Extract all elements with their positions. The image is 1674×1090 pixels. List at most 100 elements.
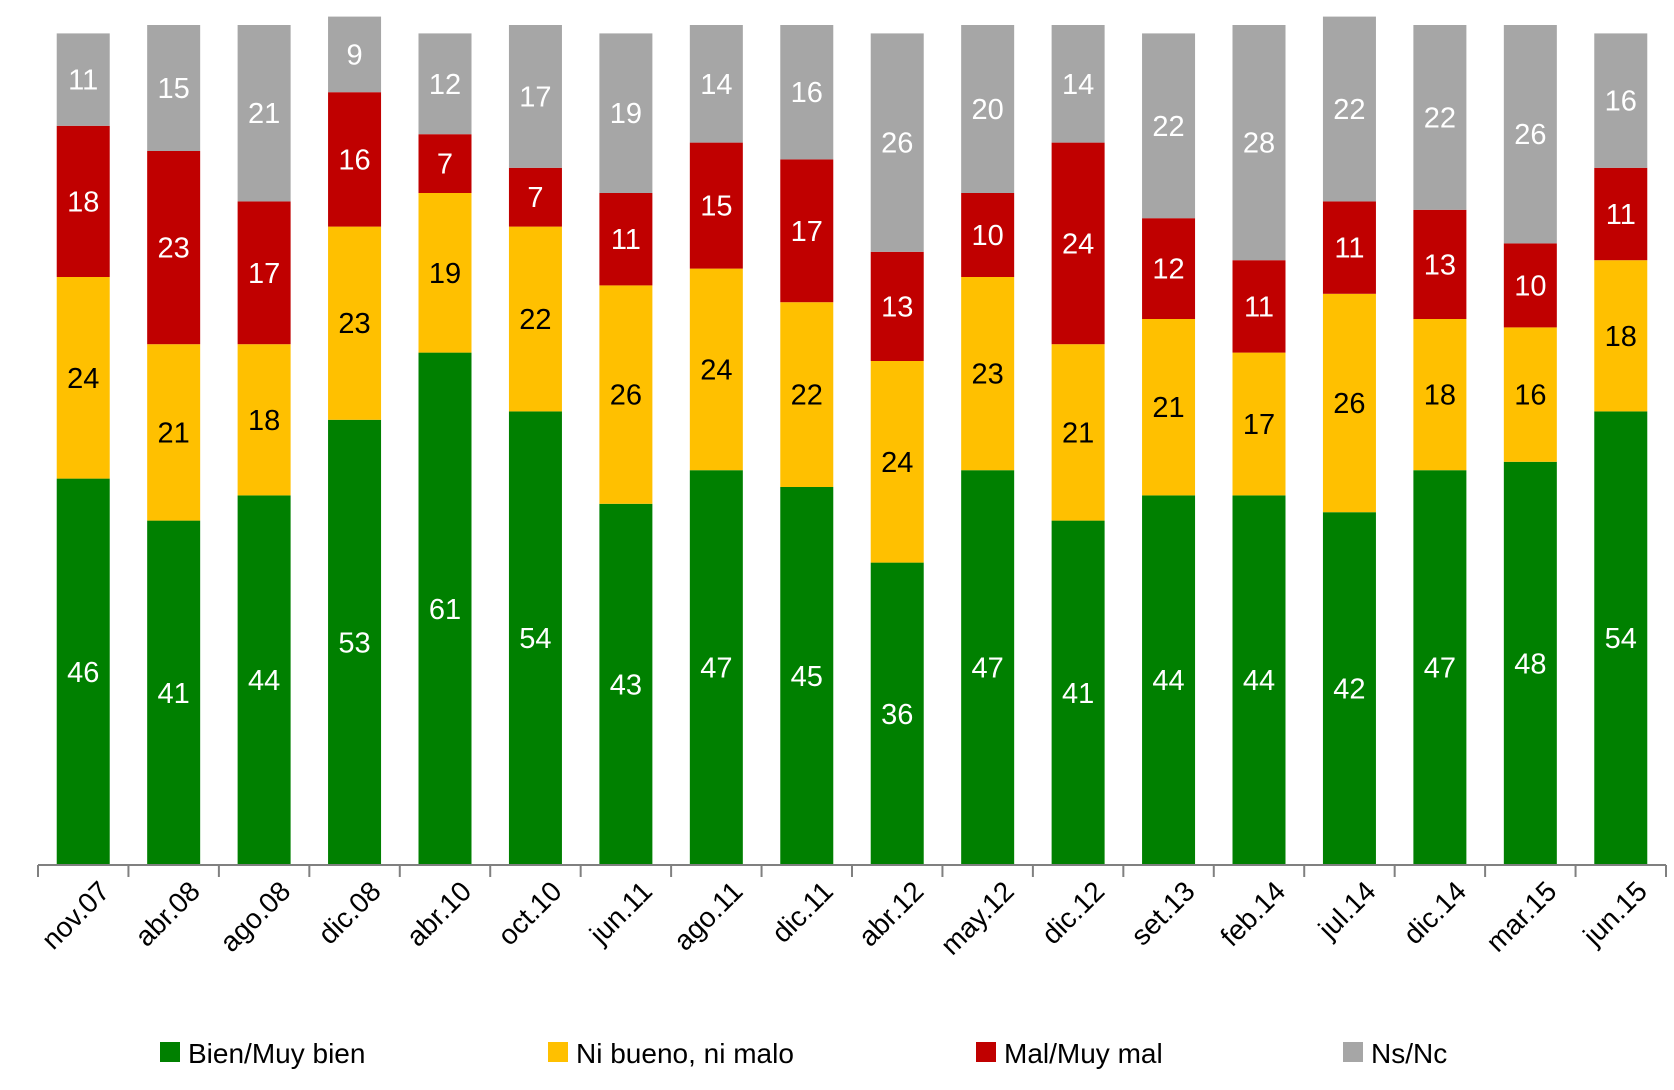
data-label: 24 — [700, 354, 732, 386]
data-label: 36 — [881, 699, 913, 731]
legend-item: Ni bueno, ni malo — [548, 1038, 794, 1069]
data-label: 16 — [338, 144, 370, 176]
data-label: 19 — [610, 98, 642, 130]
data-label: 21 — [1152, 392, 1184, 424]
data-label: 11 — [1244, 291, 1274, 323]
x-tick-label: abr.08 — [129, 875, 206, 952]
bar-segment — [1142, 319, 1196, 496]
bar-segment — [1503, 25, 1557, 244]
bar-segment — [1051, 142, 1105, 345]
bar-segment — [147, 25, 201, 151]
data-label: 23 — [158, 233, 190, 265]
bar-segment — [1594, 260, 1648, 412]
bar-segment — [1322, 16, 1376, 202]
data-label: 53 — [338, 627, 370, 659]
data-label: 61 — [429, 594, 461, 626]
data-label: 21 — [248, 98, 280, 130]
bars-layer: 46 24 18 11 41 21 23 15 44 18 17 21 53 23 16 9 61 19 7 12 54… — [56, 16, 1648, 866]
x-tick-label: dic.11 — [766, 875, 839, 948]
bar-segment — [508, 411, 562, 865]
legend-swatch — [1343, 1042, 1363, 1062]
bar-stack-feb.14: 44 17 11 28 — [1232, 25, 1286, 865]
x-tick-label: jul.14 — [1312, 875, 1382, 945]
data-label: 24 — [67, 363, 99, 395]
bar-segment — [689, 142, 743, 269]
bar-segment — [780, 302, 834, 487]
legend: Bien/Muy bien Ni bueno, ni malo Mal/Muy ma… — [160, 1038, 1447, 1069]
data-label: 26 — [1514, 119, 1546, 151]
x-tick-label: feb.14 — [1214, 875, 1291, 952]
bar-stack-dic.08: 53 23 16 9 — [328, 16, 382, 865]
legend-swatch — [976, 1042, 996, 1062]
bar-segment — [56, 277, 110, 479]
data-label: 23 — [972, 359, 1004, 391]
bar-stack-ago.08: 44 18 17 21 — [237, 25, 291, 865]
bar-stack-abr.10: 61 19 7 12 — [418, 33, 472, 866]
x-axis: nov.07 abr.08 ago.08 dic.08 abr.10 oct.10 jun.… — [36, 864, 1667, 961]
bar-segment — [780, 25, 834, 160]
data-label: 18 — [1605, 321, 1637, 353]
x-tick-label: set.13 — [1125, 875, 1201, 951]
bar-segment — [1142, 495, 1196, 865]
data-label: 11 — [68, 65, 98, 97]
x-tick-label: may.12 — [935, 875, 1020, 960]
bar-segment — [1051, 344, 1105, 521]
bar-segment — [1051, 25, 1105, 143]
data-label: 47 — [1424, 653, 1456, 685]
bar-stack-abr.12: 36 24 13 26 — [870, 33, 924, 865]
x-tick-label: ago.08 — [214, 875, 296, 957]
legend-label: Ni bueno, ni malo — [576, 1038, 794, 1069]
data-label: 14 — [1062, 69, 1094, 101]
bar-segment — [328, 419, 382, 865]
data-label: 10 — [972, 220, 1004, 252]
bar-segment — [1232, 260, 1286, 353]
data-label: 7 — [437, 149, 453, 181]
data-label: 46 — [67, 657, 99, 689]
data-label: 13 — [1424, 249, 1456, 281]
data-label: 14 — [700, 69, 732, 101]
bar-stack-oct.10: 54 22 7 17 — [508, 25, 562, 865]
bar-segment — [508, 25, 562, 168]
data-label: 41 — [158, 678, 190, 710]
data-label: 12 — [429, 69, 461, 101]
bar-segment — [870, 562, 924, 865]
bar-segment — [780, 487, 834, 865]
bar-segment — [689, 25, 743, 143]
legend-swatch — [548, 1042, 568, 1062]
data-label: 10 — [1514, 270, 1546, 302]
data-label: 11 — [1606, 199, 1636, 231]
data-label: 22 — [791, 380, 823, 412]
data-label: 47 — [972, 653, 1004, 685]
bar-segment — [870, 251, 924, 361]
bar-segment — [508, 226, 562, 412]
data-label: 21 — [1062, 417, 1094, 449]
x-tick-label: abr.12 — [852, 875, 929, 952]
bar-stack-jun.11: 43 26 11 19 — [599, 33, 653, 865]
data-label: 16 — [1605, 86, 1637, 118]
bar-stack-ago.11: 47 24 15 14 — [689, 25, 743, 865]
bar-segment — [599, 285, 653, 504]
data-label: 22 — [1424, 102, 1456, 134]
legend-label: Bien/Muy bien — [188, 1038, 365, 1069]
x-tick-label: abr.10 — [400, 875, 477, 952]
bar-stack-dic.14: 47 18 13 22 — [1413, 25, 1467, 865]
data-label: 54 — [1605, 623, 1637, 655]
data-label: 9 — [346, 39, 362, 71]
legend-item: Bien/Muy bien — [160, 1038, 365, 1069]
x-tick-label: oct.10 — [492, 875, 568, 951]
data-label: 11 — [611, 224, 641, 256]
data-label: 44 — [248, 665, 280, 697]
legend-item: Ns/Nc — [1343, 1038, 1447, 1069]
bar-segment — [961, 277, 1015, 471]
bar-segment — [418, 193, 472, 353]
bar-segment — [1413, 470, 1467, 865]
bar-stack-nov.07: 46 24 18 11 — [56, 33, 110, 865]
data-label: 13 — [881, 291, 913, 323]
x-tick-label: dic.12 — [1036, 875, 1111, 950]
data-label: 42 — [1333, 674, 1365, 706]
bar-stack-set.13: 44 21 12 22 — [1142, 33, 1196, 865]
bar-segment — [237, 495, 291, 865]
data-label: 11 — [1334, 233, 1364, 265]
